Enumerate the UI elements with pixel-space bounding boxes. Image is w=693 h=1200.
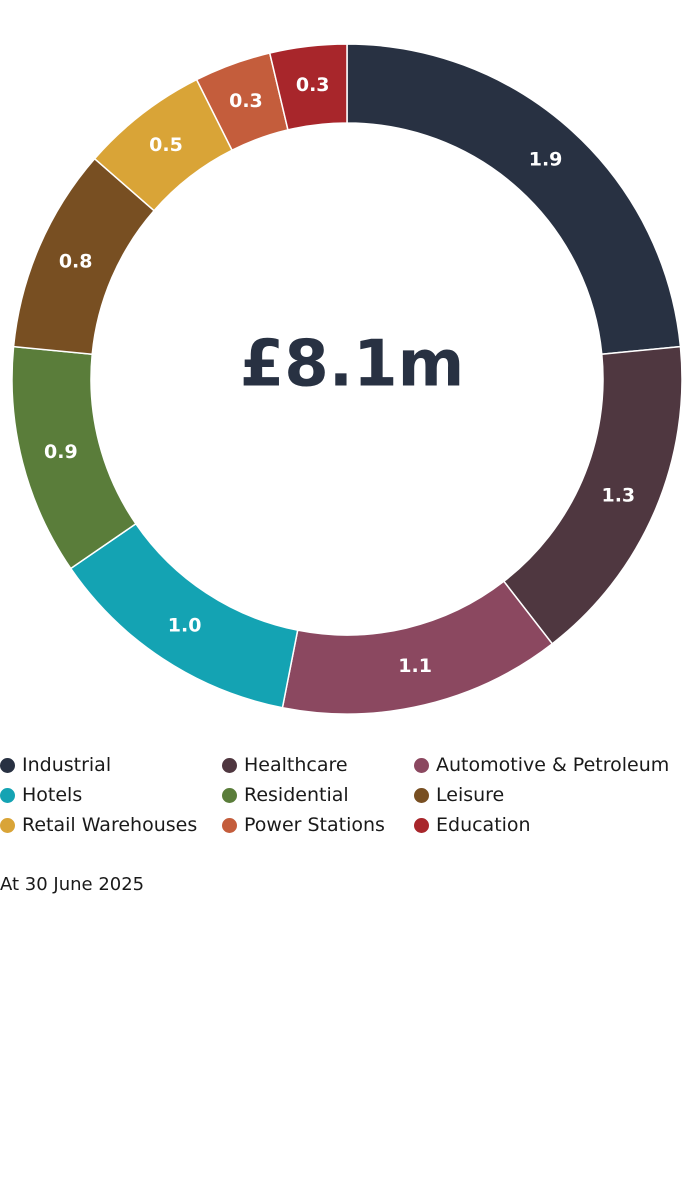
slice-label-healthcare: 1.3 <box>601 485 635 507</box>
chart-total-value: £8.1m <box>240 328 465 402</box>
slice-healthcare <box>502 345 683 645</box>
legend-swatch-power-stations <box>222 817 237 833</box>
donut-chart: 1.9 1.3 1.1 1.0 0.9 0.8 0.5 0.3 0.3 £8.1m <box>11 43 683 715</box>
legend-item-leisure: Leisure <box>414 783 693 807</box>
legend-item-automotive-petroleum: Automotive & Petroleum <box>414 753 693 777</box>
legend-swatch-hotels <box>0 787 15 803</box>
legend-item-healthcare: Healthcare <box>222 753 414 777</box>
slice-industrial <box>346 43 682 356</box>
legend-label-education: Education <box>436 814 531 836</box>
legend-item-retail-warehouses: Retail Warehouses <box>0 813 222 837</box>
slice-label-leisure: 0.8 <box>59 250 93 272</box>
legend-label-industrial: Industrial <box>22 754 112 776</box>
legend-item-hotels: Hotels <box>0 783 222 807</box>
slice-education <box>268 43 348 131</box>
slice-label-industrial: 1.9 <box>529 149 563 171</box>
donut-slices <box>11 43 683 715</box>
slice-label-automotive-petroleum: 1.1 <box>398 655 432 677</box>
legend-item-power-stations: Power Stations <box>222 813 414 837</box>
legend-swatch-industrial <box>0 757 15 773</box>
slice-label-retail-warehouses: 0.5 <box>149 134 183 156</box>
slice-automotive-petroleum <box>281 580 554 715</box>
legend-swatch-residential <box>222 787 237 803</box>
legend-item-residential: Residential <box>222 783 414 807</box>
legend-swatch-education <box>414 817 429 833</box>
legend-swatch-leisure <box>414 787 429 803</box>
legend-label-retail-warehouses: Retail Warehouses <box>22 814 198 836</box>
legend-swatch-automotive-petroleum <box>414 757 429 773</box>
slice-label-hotels: 1.0 <box>168 614 202 636</box>
date-note: At 30 June 2025 <box>0 874 145 895</box>
legend-label-automotive-petroleum: Automotive & Petroleum <box>436 754 670 776</box>
legend-swatch-retail-warehouses <box>0 817 15 833</box>
legend-label-healthcare: Healthcare <box>244 754 348 776</box>
legend-item-education: Education <box>414 813 693 837</box>
legend-label-hotels: Hotels <box>22 784 83 806</box>
legend-label-residential: Residential <box>244 784 349 806</box>
slice-label-residential: 0.9 <box>44 441 78 463</box>
slice-label-power-stations: 0.3 <box>229 90 263 112</box>
legend-label-power-stations: Power Stations <box>244 814 385 836</box>
slice-label-education: 0.3 <box>296 74 330 96</box>
legend-item-industrial: Industrial <box>0 753 222 777</box>
chart-legend: Industrial Healthcare Automotive & Petro… <box>0 753 693 837</box>
slice-labels: 1.9 1.3 1.1 1.0 0.9 0.8 0.5 0.3 0.3 <box>44 74 635 677</box>
legend-label-leisure: Leisure <box>436 784 505 806</box>
legend-swatch-healthcare <box>222 757 237 773</box>
